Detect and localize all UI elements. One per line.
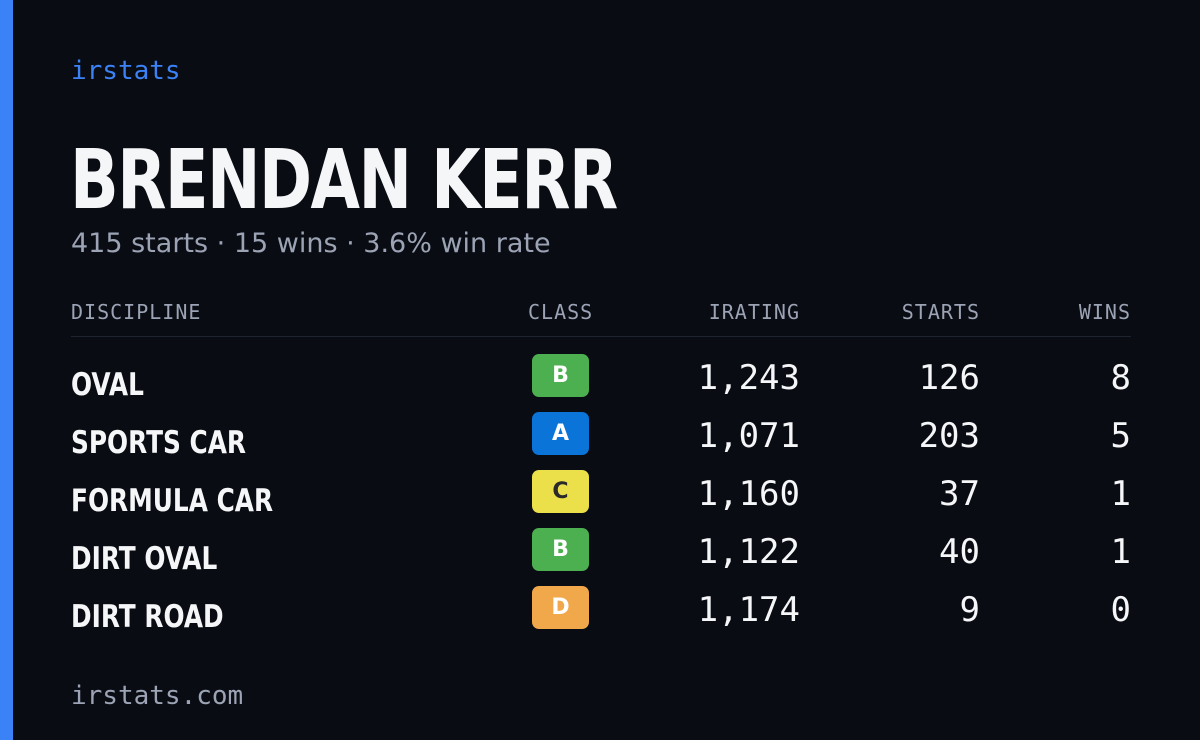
accent-bar: [0, 0, 13, 740]
footer-site-link[interactable]: irstats.com: [71, 681, 244, 711]
class-badge: D: [532, 586, 589, 629]
discipline-label: OVAL: [71, 367, 144, 403]
starts-value: 40: [939, 532, 980, 572]
brand-logo-text[interactable]: irstats: [71, 56, 181, 86]
table-row: SPORTS CAR A 1,071 203 5: [71, 408, 1131, 466]
wins-value: 1: [1110, 474, 1131, 514]
starts-value: 37: [939, 474, 980, 514]
table-header: DISCIPLINE CLASS IRATING STARTS WINS: [71, 300, 1131, 326]
starts-value: 203: [918, 416, 980, 456]
discipline-label: FORMULA CAR: [71, 483, 274, 519]
irating-value: 1,122: [697, 532, 800, 572]
class-badge: C: [532, 470, 589, 513]
driver-name: BRENDAN KERR: [70, 133, 618, 228]
class-badge: B: [532, 354, 589, 397]
wins-value: 8: [1110, 358, 1131, 398]
starts-value: 126: [918, 358, 980, 398]
wins-value: 5: [1110, 416, 1131, 456]
header-wins: WINS: [1078, 300, 1131, 324]
header-irating: IRATING: [708, 300, 800, 324]
header-discipline: DISCIPLINE: [71, 300, 202, 324]
table-row: DIRT ROAD D 1,174 9 0: [71, 582, 1131, 640]
discipline-label: DIRT OVAL: [71, 541, 218, 577]
discipline-table: OVAL B 1,243 126 8 SPORTS CAR A 1,071 20…: [71, 350, 1131, 640]
discipline-label: DIRT ROAD: [71, 599, 224, 635]
table-row: FORMULA CAR C 1,160 37 1: [71, 466, 1131, 524]
header-class: CLASS: [528, 300, 594, 324]
irating-value: 1,071: [697, 416, 800, 456]
irating-value: 1,243: [697, 358, 800, 398]
wins-value: 0: [1110, 590, 1131, 630]
class-badge: B: [532, 528, 589, 571]
irating-value: 1,160: [697, 474, 800, 514]
table-row: DIRT OVAL B 1,122 40 1: [71, 524, 1131, 582]
irating-value: 1,174: [697, 590, 800, 630]
discipline-label: SPORTS CAR: [71, 425, 247, 461]
header-divider: [71, 336, 1131, 337]
header-starts: STARTS: [901, 300, 980, 324]
wins-value: 1: [1110, 532, 1131, 572]
table-row: OVAL B 1,243 126 8: [71, 350, 1131, 408]
class-badge: A: [532, 412, 589, 455]
driver-summary: 415 starts · 15 wins · 3.6% win rate: [71, 228, 551, 259]
starts-value: 9: [959, 590, 980, 630]
